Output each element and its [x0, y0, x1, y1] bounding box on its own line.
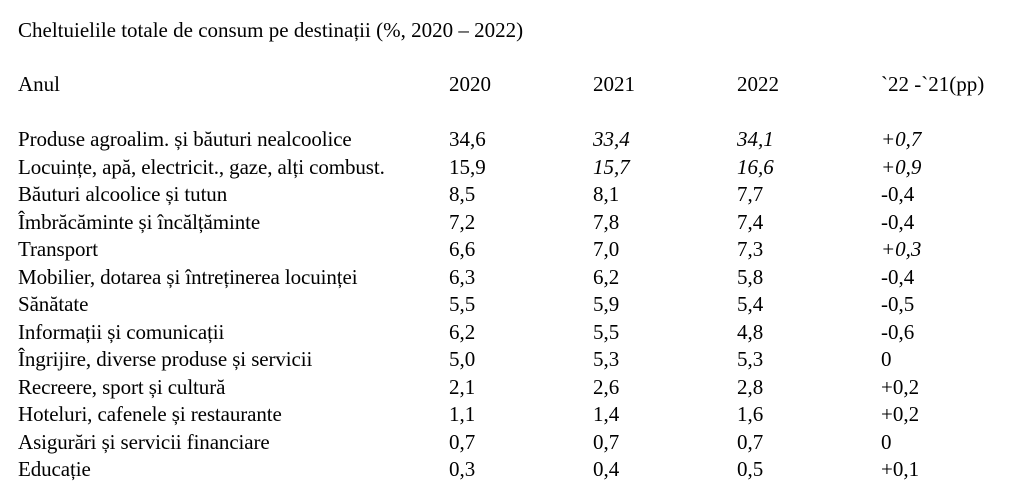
row-value-2022: 5,4 — [737, 292, 764, 316]
table-row: Informații și comunicații 6,2 5,5 4,8 -0,6 — [0, 318, 1013, 346]
row-label: Asigurări și servicii financiare — [18, 430, 270, 454]
row-value-change-pp: 0 — [881, 347, 892, 371]
row-value-2021: 33,4 — [593, 127, 630, 151]
row-value-change-pp: -0,4 — [881, 265, 915, 289]
table-row: Sănătate 5,5 5,9 5,4 -0,5 — [0, 290, 1013, 318]
table-title: Cheltuielile totale de consum pe destina… — [18, 18, 524, 42]
row-value-2021: 0,7 — [593, 430, 620, 454]
table-row: Mobilier, dotarea și întreținerea locuin… — [0, 263, 1013, 291]
row-label: Locuințe, apă, electricit., gaze, alți c… — [18, 155, 385, 179]
row-value-2020: 7,2 — [449, 210, 476, 234]
table-row: Recreere, sport și cultură 2,1 2,6 2,8 +0,2 — [0, 373, 1013, 401]
row-value-2020: 0,7 — [449, 430, 476, 454]
table-header-row: Anul 2020 2021 2022 `22 -`21(pp) — [0, 70, 1013, 98]
header-cell-2022: 2022 — [737, 72, 779, 96]
row-value-change-pp: +0,2 — [881, 375, 920, 399]
table-row: Locuințe, apă, electricit., gaze, alți c… — [0, 153, 1013, 181]
row-value-change-pp: +0,7 — [881, 127, 922, 151]
table-row: Îngrijire, diverse produse și servicii 5,… — [0, 345, 1013, 373]
table-row: Educație 0,3 0,4 0,5 +0,1 — [0, 455, 1013, 483]
row-label: Hoteluri, cafenele și restaurante — [18, 402, 282, 426]
row-value-2021: 7,8 — [593, 210, 620, 234]
row-value-2020: 6,6 — [449, 237, 476, 261]
row-value-2021: 5,3 — [593, 347, 620, 371]
row-value-2020: 6,3 — [449, 265, 476, 289]
row-value-change-pp: +0,9 — [881, 155, 922, 179]
row-value-2022: 0,5 — [737, 457, 764, 481]
row-value-2021: 1,4 — [593, 402, 620, 426]
row-value-2022: 0,7 — [737, 430, 764, 454]
row-label: Îngrijire, diverse produse și servicii — [18, 347, 313, 371]
row-value-2020: 1,1 — [449, 402, 476, 426]
header-cell-2021: 2021 — [593, 72, 635, 96]
row-value-2020: 5,0 — [449, 347, 476, 371]
row-value-2021: 8,1 — [593, 182, 620, 206]
row-value-2020: 8,5 — [449, 182, 476, 206]
row-label: Educație — [18, 457, 91, 481]
row-label: Informații și comunicații — [18, 320, 225, 344]
row-label: Sănătate — [18, 292, 89, 316]
row-label: Recreere, sport și cultură — [18, 375, 226, 399]
table-row: Produse agroalim. și băuturi nealcoolice… — [0, 125, 1013, 153]
row-label: Mobilier, dotarea și întreținerea locuin… — [18, 265, 358, 289]
row-value-2020: 0,3 — [449, 457, 476, 481]
row-value-change-pp: -0,4 — [881, 182, 915, 206]
row-value-2022: 4,8 — [737, 320, 764, 344]
row-value-change-pp: -0,4 — [881, 210, 915, 234]
header-cell-2020: 2020 — [449, 72, 491, 96]
row-value-2021: 6,2 — [593, 265, 620, 289]
table-row: Hoteluri, cafenele și restaurante 1,1 1,4 1… — [0, 400, 1013, 428]
row-value-2021: 7,0 — [593, 237, 620, 261]
table-row: Asigurări și servicii financiare 0,7 0,7 0,… — [0, 428, 1013, 456]
row-value-2021: 2,6 — [593, 375, 620, 399]
row-value-2020: 2,1 — [449, 375, 476, 399]
row-value-2021: 0,4 — [593, 457, 620, 481]
row-value-change-pp: 0 — [881, 430, 892, 454]
row-value-change-pp: -0,5 — [881, 292, 915, 316]
row-value-2022: 7,7 — [737, 182, 764, 206]
header-cell-change-pp: `22 -`21(pp) — [881, 72, 985, 96]
header-cell-year-label: Anul — [18, 72, 60, 96]
row-value-change-pp: +0,1 — [881, 457, 920, 481]
row-value-2022: 16,6 — [737, 155, 774, 179]
row-label: Transport — [18, 237, 99, 261]
row-value-2020: 5,5 — [449, 292, 476, 316]
row-value-2022: 1,6 — [737, 402, 764, 426]
row-value-2022: 5,8 — [737, 265, 764, 289]
row-label: Produse agroalim. și băuturi nealcoolice — [18, 127, 352, 151]
row-value-2020: 6,2 — [449, 320, 476, 344]
row-value-change-pp: -0,6 — [881, 320, 915, 344]
row-value-change-pp: +0,2 — [881, 402, 920, 426]
row-value-2021: 5,9 — [593, 292, 620, 316]
row-value-2021: 5,5 — [593, 320, 620, 344]
row-value-2020: 34,6 — [449, 127, 486, 151]
table-row: Transport 6,6 7,0 7,3 +0,3 — [0, 235, 1013, 263]
table-row: Băuturi alcoolice și tutun 8,5 8,1 7,7 -0,4 — [0, 180, 1013, 208]
row-value-change-pp: +0,3 — [881, 237, 922, 261]
row-label: Îmbrăcăminte și încălțăminte — [18, 210, 261, 234]
row-label: Băuturi alcoolice și tutun — [18, 182, 228, 206]
row-value-2021: 15,7 — [593, 155, 630, 179]
row-value-2020: 15,9 — [449, 155, 486, 179]
row-value-2022: 5,3 — [737, 347, 764, 371]
row-value-2022: 34,1 — [737, 127, 774, 151]
table-row: Îmbrăcăminte și încălțăminte 7,2 7,8 7,4 -0,… — [0, 208, 1013, 236]
row-value-2022: 2,8 — [737, 375, 764, 399]
row-value-2022: 7,4 — [737, 210, 764, 234]
row-value-2022: 7,3 — [737, 237, 764, 261]
